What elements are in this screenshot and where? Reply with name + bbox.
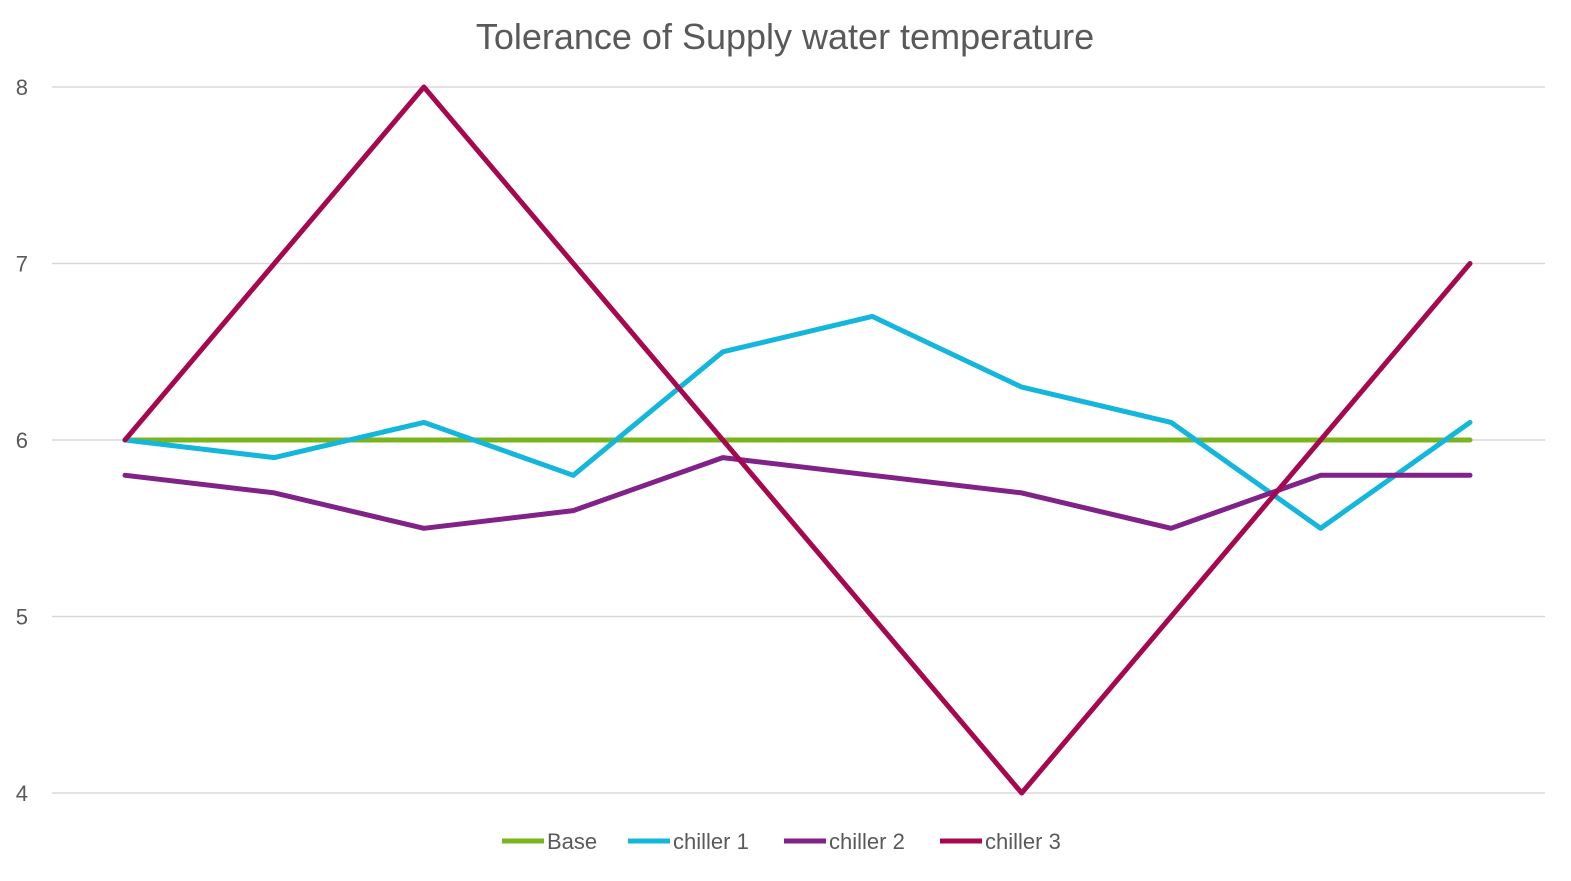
legend-label: Base xyxy=(547,829,597,854)
legend-item-base: Base xyxy=(502,829,597,854)
legend-item-chiller-2: chiller 2 xyxy=(784,829,905,854)
y-tick-label: 4 xyxy=(16,781,28,806)
y-tick-label: 5 xyxy=(16,605,28,630)
chart-title: Tolerance of Supply water temperature xyxy=(476,16,1094,57)
legend-label: chiller 2 xyxy=(829,829,905,854)
legend: Base chiller 1 chiller 2 chiller 3 xyxy=(502,829,1061,854)
legend-item-chiller-3: chiller 3 xyxy=(940,829,1061,854)
legend-item-chiller-1: chiller 1 xyxy=(628,829,749,854)
y-tick-label: 6 xyxy=(16,428,28,453)
y-tick-label: 8 xyxy=(16,75,28,100)
series-lines xyxy=(122,84,1473,796)
legend-label: chiller 3 xyxy=(985,829,1061,854)
y-axis-tick-labels: 4 5 6 7 8 xyxy=(16,75,28,806)
series-line-chiller-3 xyxy=(122,84,1473,796)
series-line-chiller-1 xyxy=(122,313,1473,531)
series-line-chiller-2 xyxy=(122,455,1473,531)
y-tick-label: 7 xyxy=(16,252,28,277)
legend-label: chiller 1 xyxy=(673,829,749,854)
